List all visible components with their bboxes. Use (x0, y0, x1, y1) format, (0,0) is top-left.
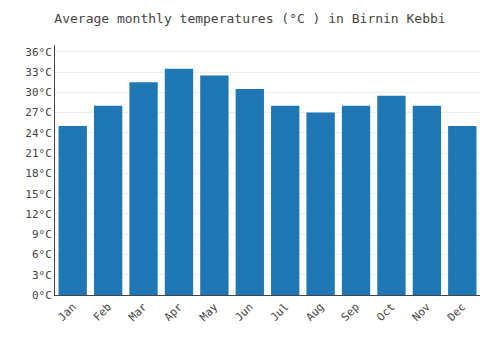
svg-text:Dec: Dec (445, 301, 468, 324)
svg-text:15°C: 15°C (25, 188, 52, 201)
svg-text:33°C: 33°C (25, 66, 52, 79)
svg-text:0°C: 0°C (32, 289, 52, 302)
svg-text:36°C: 36°C (25, 46, 52, 59)
svg-text:Jun: Jun (233, 301, 256, 324)
svg-text:12°C: 12°C (25, 208, 52, 221)
svg-text:Sep: Sep (339, 301, 362, 324)
svg-text:Feb: Feb (91, 301, 114, 324)
svg-text:9°C: 9°C (32, 228, 52, 241)
svg-text:Jan: Jan (55, 301, 78, 324)
svg-text:18°C: 18°C (25, 167, 52, 180)
svg-text:Average monthly temperatures (: Average monthly temperatures (°C ) in Bi… (54, 11, 445, 26)
svg-text:24°C: 24°C (25, 127, 52, 140)
svg-text:May: May (197, 300, 221, 324)
svg-text:Apr: Apr (162, 300, 186, 324)
svg-text:Oct: Oct (374, 301, 397, 324)
svg-text:30°C: 30°C (25, 86, 52, 99)
svg-text:27°C: 27°C (25, 106, 52, 119)
svg-text:Mar: Mar (126, 300, 150, 324)
svg-text:Nov: Nov (410, 300, 434, 324)
svg-text:21°C: 21°C (25, 147, 52, 160)
svg-text:3°C: 3°C (32, 269, 52, 282)
svg-text:Aug: Aug (303, 301, 326, 324)
svg-text:Jul: Jul (268, 301, 291, 324)
svg-text:6°C: 6°C (32, 248, 52, 261)
